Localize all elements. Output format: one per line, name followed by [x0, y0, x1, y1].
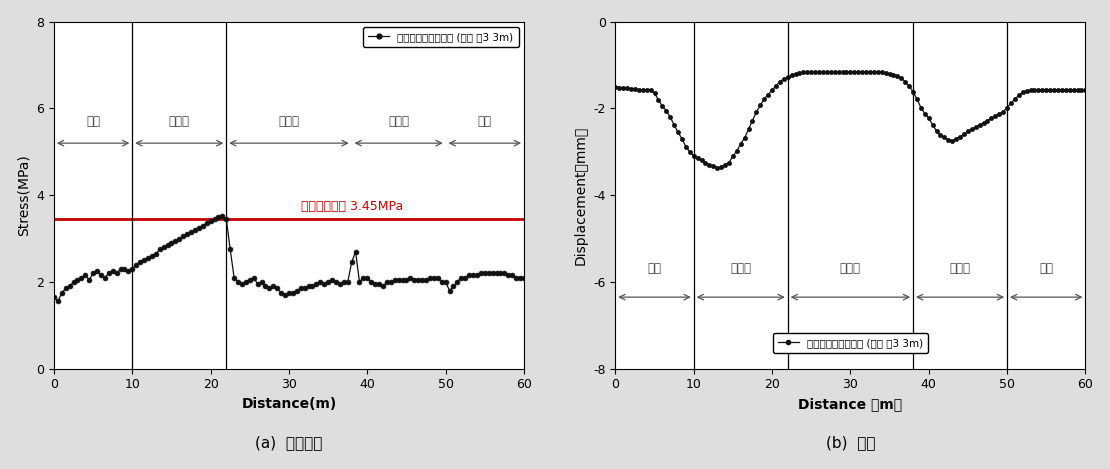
Y-axis label: Stress(MPa): Stress(MPa) — [17, 154, 31, 236]
Text: 접속부: 접속부 — [169, 115, 190, 128]
Text: 구조물: 구조물 — [840, 263, 861, 275]
Text: 접속부: 접속부 — [949, 263, 970, 275]
Y-axis label: Displacement（mm）: Displacement（mm） — [574, 126, 587, 265]
Legend: 응력이완범위미적용 (토피 고3 3m): 응력이완범위미적용 (토피 고3 3m) — [773, 333, 928, 353]
Text: (b)  변위: (b) 변위 — [826, 435, 875, 450]
Text: 구조물: 구조물 — [279, 115, 300, 128]
X-axis label: Distance （m）: Distance （m） — [798, 397, 902, 411]
Text: 토공: 토공 — [477, 115, 492, 128]
Text: 접속부: 접속부 — [730, 263, 751, 275]
Text: (a)  인장응력: (a) 인장응력 — [255, 435, 323, 450]
X-axis label: Distance(m): Distance(m) — [241, 397, 336, 411]
Text: 토공: 토공 — [1039, 263, 1053, 275]
Text: 허용인장응력 3.45MPa: 허용인장응력 3.45MPa — [301, 199, 403, 212]
Text: 접속부: 접속부 — [388, 115, 410, 128]
Text: 토공: 토공 — [87, 115, 100, 128]
Text: 토공: 토공 — [647, 263, 662, 275]
Legend: 응력이완범위미적용 (토피 고3 3m): 응력이완범위미적용 (토피 고3 3m) — [363, 27, 518, 47]
